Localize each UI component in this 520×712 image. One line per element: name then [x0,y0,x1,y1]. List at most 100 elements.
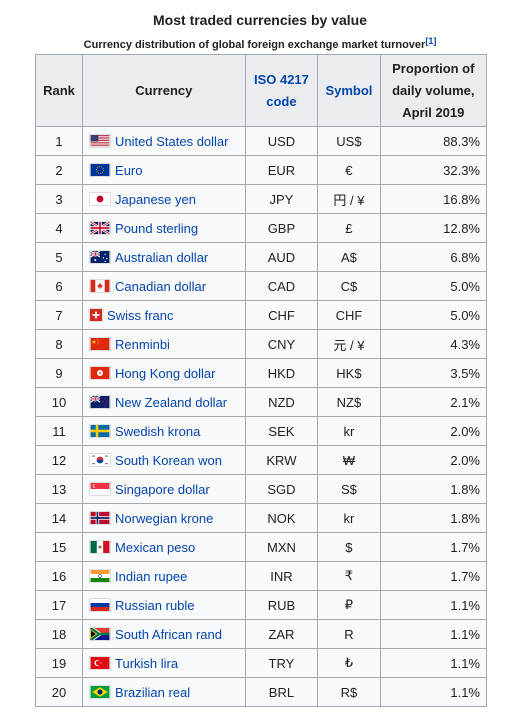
iso-code-cell: NZD [244,387,319,417]
proportion-cell: 1.1% [379,619,488,649]
symbol-cell: 円 / ¥ [317,184,381,214]
currency-link[interactable]: Mexican peso [115,539,196,555]
iso-code-cell: AUD [244,242,319,272]
currency-link[interactable]: Australian dollar [115,249,209,265]
rank-cell: 18 [34,619,84,649]
table-caption: Most traded currencies by value Currency… [0,0,520,53]
header-rank[interactable]: Rank [34,54,84,127]
currency-cell: Mexican peso [82,532,246,562]
rank-cell: 4 [34,213,84,243]
flag-icon [89,452,112,467]
iso-code-cell: USD [244,126,319,156]
iso-code-cell: NOK [244,503,319,533]
currency-link[interactable]: Swiss franc [107,307,174,323]
table-row: 10 New Zealand dollar NZD NZ$ 2.1% [34,387,488,417]
table-subtitle-text: Currency distribution of global foreign … [83,39,426,51]
reference-link[interactable]: [1] [425,36,437,46]
iso-code-cell: TRY [244,648,319,678]
rank-cell: 20 [34,677,84,707]
currency-cell: Renminbi [82,329,246,359]
proportion-cell: 5.0% [379,271,488,301]
iso-code-cell: INR [244,561,319,591]
symbol-cell: ₽ [317,590,381,620]
currency-table: Rank Currency ISO 4217 code Symbol Propo… [34,54,488,707]
currency-link[interactable]: Canadian dollar [115,278,207,294]
currency-link[interactable]: Norwegian krone [115,510,214,526]
proportion-cell: 4.3% [379,329,488,359]
rank-cell: 19 [34,648,84,678]
proportion-cell: 1.1% [379,590,488,620]
table-row: 11 Swedish krona SEK kr 2.0% [34,416,488,446]
currency-cell: South Korean won [82,445,246,475]
flag-icon [89,249,112,264]
currency-link[interactable]: Swedish krona [115,423,201,439]
currency-cell: Russian ruble [82,590,246,620]
flag-icon [89,133,112,148]
iso-code-cell: KRW [244,445,319,475]
symbol-cell: ₺ [317,648,381,678]
iso-code-cell: CHF [244,300,319,330]
currency-cell: United States dollar [82,126,246,156]
symbol-cell: ₹ [317,561,381,591]
table-row: 18 South African rand ZAR R 1.1% [34,619,488,649]
currency-link[interactable]: New Zealand dollar [115,394,228,410]
rank-cell: 15 [34,532,84,562]
table-row: 14 Norwegian krone NOK kr 1.8% [34,503,488,533]
symbol-cell: ₩ [317,445,381,475]
currency-link[interactable]: South African rand [115,626,222,642]
symbol-cell: kr [317,503,381,533]
currency-cell: Hong Kong dollar [82,358,246,388]
currency-cell: Singapore dollar [82,474,246,504]
symbol-cell: US$ [317,126,381,156]
currency-link[interactable]: Renminbi [115,336,170,352]
iso-code-cell: BRL [244,677,319,707]
iso-code-cell: RUB [244,590,319,620]
header-proportion[interactable]: Proportion of daily volume, April 2019 [379,54,488,127]
iso-code-cell: HKD [244,358,319,388]
iso-code-cell: SEK [244,416,319,446]
rank-cell: 10 [34,387,84,417]
currency-link[interactable]: Singapore dollar [115,481,210,497]
table-row: 9 Hong Kong dollar HKD HK$ 3.5% [34,358,488,388]
iso-code-cell: CAD [244,271,319,301]
rank-cell: 9 [34,358,84,388]
proportion-cell: 12.8% [379,213,488,243]
iso-code-cell: EUR [244,155,319,185]
currency-link[interactable]: Pound sterling [115,220,199,236]
proportion-cell: 1.1% [379,648,488,678]
currency-link[interactable]: Hong Kong dollar [115,365,216,381]
symbol-cell: $ [317,532,381,562]
currency-cell: Pound sterling [82,213,246,243]
currency-link[interactable]: United States dollar [115,133,229,149]
symbol-cell: A$ [317,242,381,272]
currency-link[interactable]: Turkish lira [115,655,179,671]
flag-icon [89,220,112,235]
currency-link[interactable]: Brazilian real [115,684,191,700]
flag-icon [89,365,112,380]
proportion-cell: 1.8% [379,503,488,533]
table-row: 17 Russian ruble RUB ₽1.1% [34,590,488,620]
symbol-cell: S$ [317,474,381,504]
currency-link[interactable]: Euro [115,162,143,178]
proportion-cell: 1.8% [379,474,488,504]
currency-link[interactable]: Russian ruble [115,597,195,613]
rank-cell: 11 [34,416,84,446]
rank-cell: 7 [34,300,84,330]
currency-link[interactable]: Indian rupee [115,568,188,584]
iso-code-cell: MXN [244,532,319,562]
header-currency[interactable]: Currency [82,54,246,127]
header-symbol[interactable]: Symbol [317,54,381,127]
table-subtitle: Currency distribution of global foreign … [0,30,520,53]
flag-icon [89,423,112,438]
symbol-cell: HK$ [317,358,381,388]
flag-icon [89,336,112,351]
iso-code-cell: ZAR [244,619,319,649]
symbol-cell: C$ [317,271,381,301]
table-row: 5 Australian dollar AUD A$ 6.8% [34,242,488,272]
currency-link[interactable]: Japanese yen [115,191,196,207]
header-iso-code[interactable]: ISO 4217 code [244,54,319,127]
rank-cell: 17 [34,590,84,620]
proportion-cell: 2.0% [379,416,488,446]
currency-link[interactable]: South Korean won [115,452,222,468]
proportion-cell: 3.5% [379,358,488,388]
